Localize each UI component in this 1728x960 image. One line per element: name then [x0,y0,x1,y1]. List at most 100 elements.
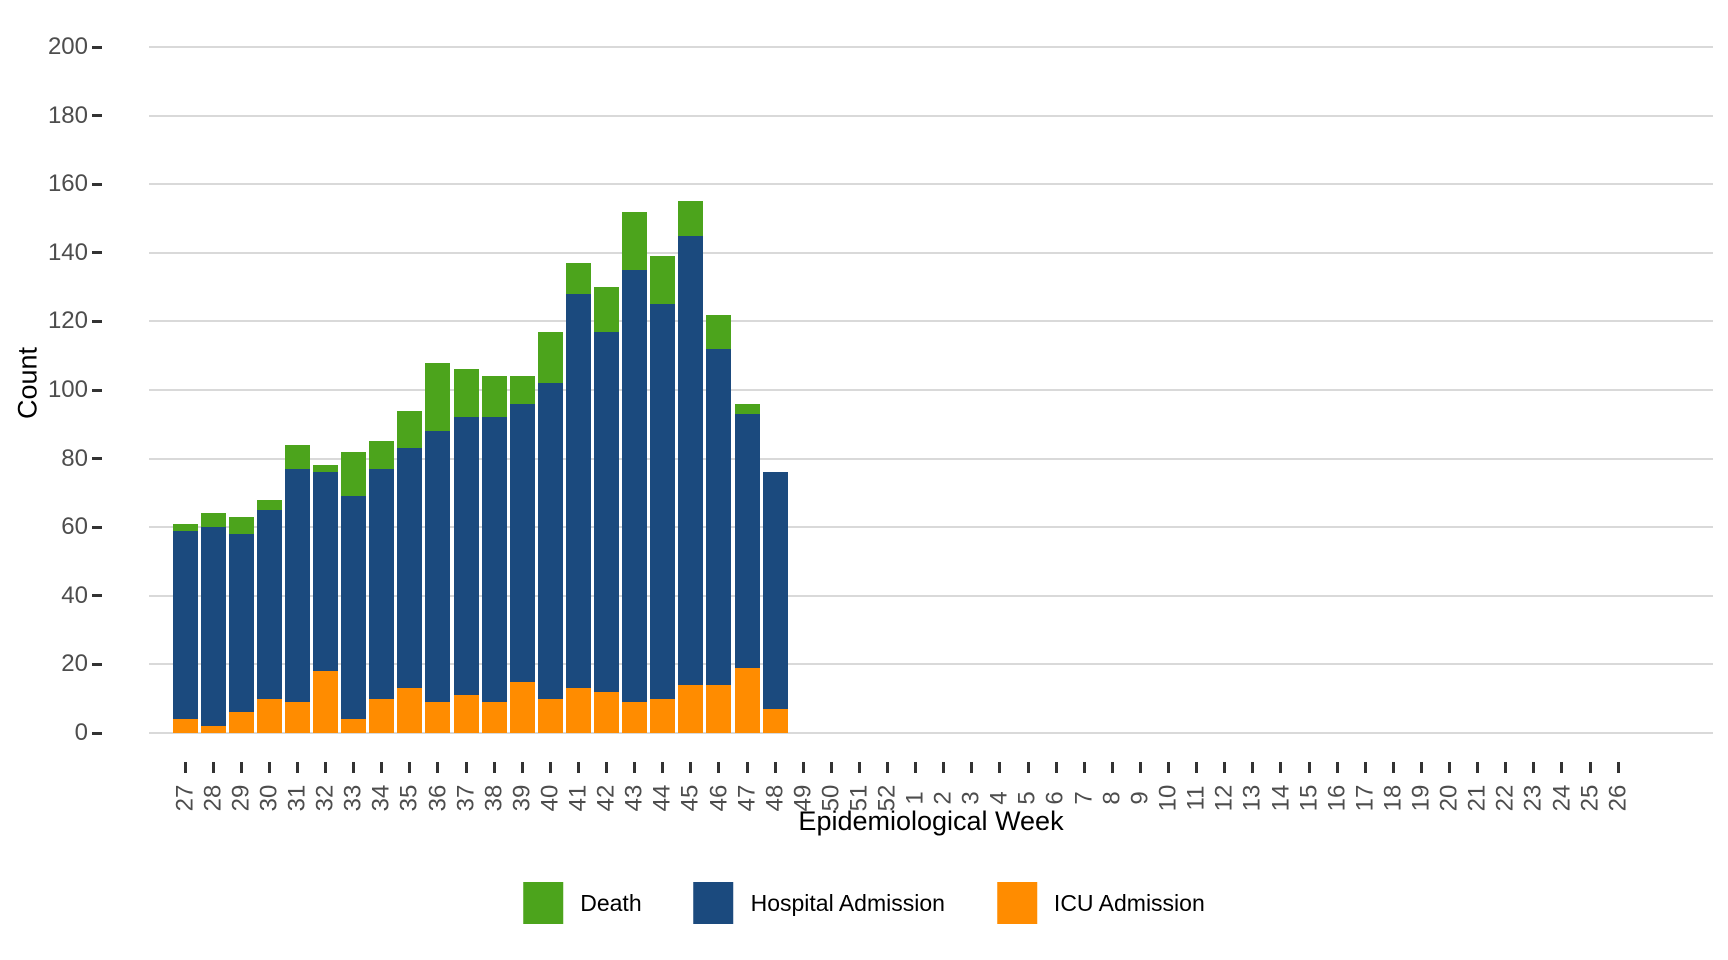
bar-segment-hospital-admission [622,269,648,703]
bar-segment-icu-admission [453,695,479,733]
legend-swatch [523,882,564,924]
bar-segment-icu-admission [228,712,254,733]
x-tick-label-text: 18 [1379,784,1407,812]
y-tick-label: 80 [61,444,88,472]
bar-segment-hospital-admission [678,235,704,685]
bar-segment-death [594,287,619,332]
bar-segment-death [481,376,507,418]
bar-segment-death [172,523,198,531]
bar-segment-icu-admission [706,684,732,733]
bar-segment-hospital-admission [369,468,395,699]
x-tick-label-text: 3 [957,791,985,805]
bar-segment-icu-admission [594,691,619,733]
x-tick-label-text: 16 [1323,784,1351,812]
y-axis-tick [92,251,102,255]
x-tick-label-text: 1 [901,791,929,805]
x-axis-tick [1532,762,1536,773]
bar-segment-hospital-admission [313,472,338,672]
bar-segment-icu-admission [172,719,198,733]
bar-segment-hospital-admission [481,417,507,703]
bar-segment-death [537,331,563,384]
bar-segment-death [256,499,282,511]
y-axis-tick [92,525,102,529]
x-tick-label-text: 26 [1604,784,1632,812]
bar-segment-death [453,369,479,418]
bar-segment-icu-admission [650,698,676,733]
x-tick-label-text: 8 [1098,791,1126,805]
x-tick-label-text: 46 [704,784,732,812]
gridline-y-0 [149,732,1713,734]
y-tick-label: 20 [61,650,88,678]
bar-segment-icu-admission [284,702,310,733]
legend: Death Hospital Admission ICU Admission [497,882,1231,924]
bar-segment-death [200,513,226,528]
x-axis-tick [1054,762,1058,773]
x-axis-tick [1476,762,1480,773]
bar-segment-death [341,451,367,497]
legend-label: ICU Admission [1053,889,1205,916]
x-axis-tick [1391,762,1395,773]
gridline-y-20 [149,663,1713,666]
bar-segment-hospital-admission [425,431,451,703]
gridline-y-180 [149,114,1713,117]
bar-segment-death [734,403,760,415]
y-axis-tick [92,662,102,666]
bar-segment-hospital-admission [706,348,732,685]
bar-segment-death [678,201,704,236]
y-axis-tick [92,45,102,49]
x-tick-label-text: 22 [1491,784,1519,812]
x-axis-title: Epidemiological Week [798,806,1064,836]
x-axis-tick [801,762,805,773]
y-axis-tick [92,388,102,392]
x-axis-tick [295,762,299,773]
bar-segment-hospital-admission [762,472,788,709]
bar-segment-icu-admission [481,702,507,733]
bar-segment-hospital-admission [397,448,423,689]
x-tick-label-text: 11 [1182,785,1210,811]
bar-segment-icu-admission [313,671,338,733]
x-tick-label-text: 33 [339,784,367,812]
x-tick-label-text: 7 [1070,791,1098,805]
plot-panel [149,33,1713,734]
bar-segment-death [565,263,591,294]
bar-segment-death [650,256,676,305]
bar-segment-death [622,211,648,270]
legend-swatch [693,882,734,924]
x-tick-label-text: 29 [227,784,255,812]
legend-label: Hospital Admission [750,889,945,916]
y-tick-label: 40 [61,581,88,609]
x-tick-label-text: 27 [170,784,198,812]
y-tick-label: 0 [74,719,88,746]
x-tick-label-text: 45 [676,784,704,812]
x-tick-label-text: 10 [1154,784,1182,812]
x-axis-tick [352,762,356,773]
x-tick-label-text: 6 [1042,791,1070,805]
bar-segment-death [509,376,535,404]
x-axis-tick [1138,762,1142,773]
x-tick-label-text: 37 [451,784,479,812]
y-tick-label: 160 [47,170,88,198]
x-tick-label-text: 4 [985,791,1013,805]
bar-segment-hospital-admission [284,468,310,703]
bar-segment-death [706,314,732,349]
x-axis-tick [745,762,749,773]
x-tick-label-text: 9 [1126,791,1154,805]
x-axis-tick [408,762,412,773]
x-axis-tick [605,762,608,773]
x-axis-tick [886,762,889,773]
x-tick-label-text: 23 [1519,784,1547,812]
x-tick-label-text: 41 [564,784,592,812]
x-tick-label-text: 12 [1210,784,1238,812]
x-axis-tick [942,762,946,773]
bar-segment-hospital-admission [453,417,479,696]
x-tick-label-text: 13 [1238,784,1266,812]
bar-segment-hospital-admission [200,527,226,727]
bar-segment-icu-admission [537,698,563,733]
x-tick-label-text: 44 [648,784,676,812]
x-tick-label-text: 19 [1407,784,1435,812]
bar-segment-hospital-admission [734,414,760,668]
x-axis-tick [1251,762,1255,773]
x-axis-tick [548,762,552,773]
x-tick-label-text: 14 [1266,784,1294,812]
x-tick-label-text: 47 [732,784,760,812]
